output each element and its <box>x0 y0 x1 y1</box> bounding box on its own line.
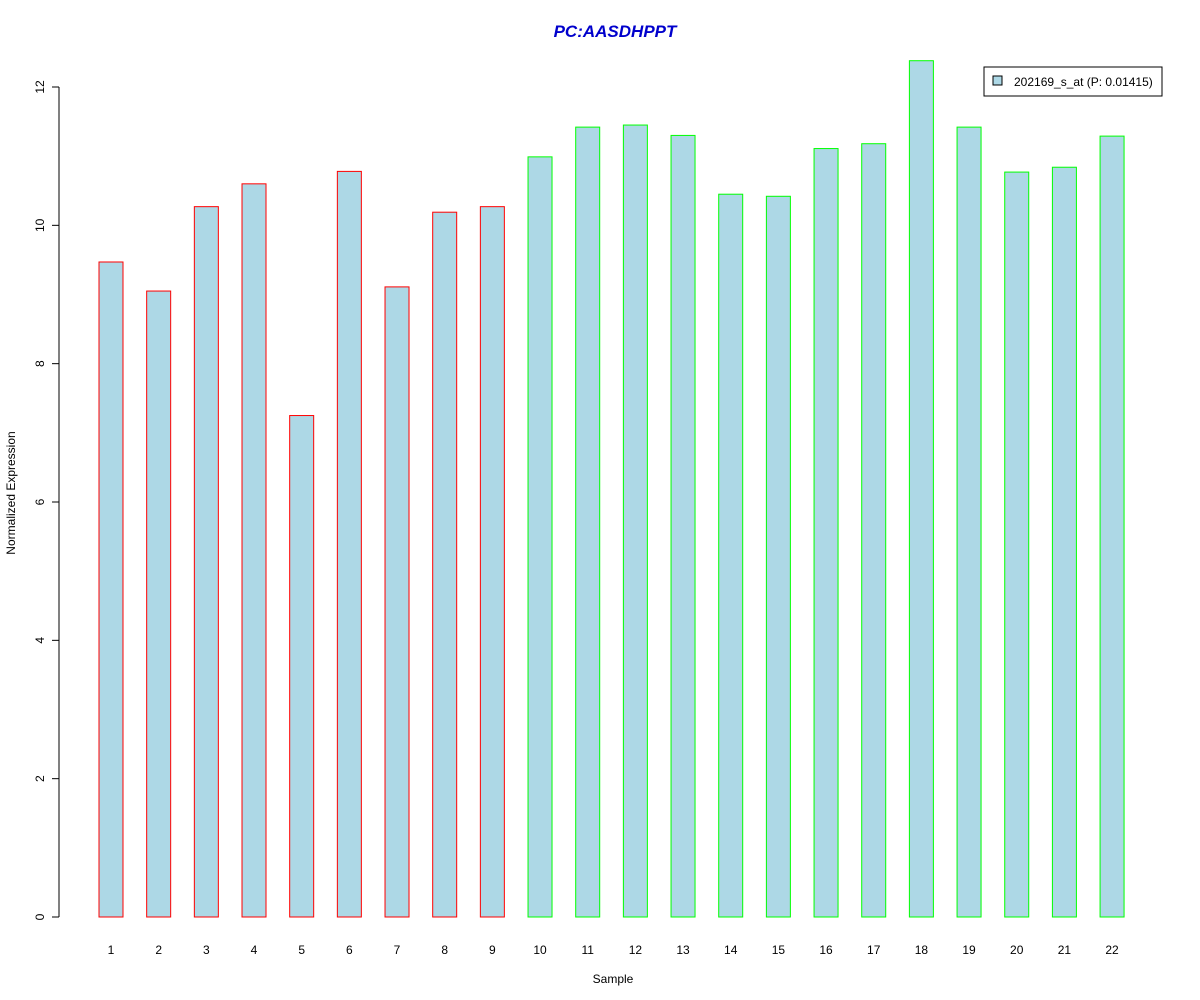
x-tick-label: 19 <box>962 943 976 957</box>
bar-sample-8 <box>432 211 458 918</box>
x-tick-label: 21 <box>1058 943 1072 957</box>
x-tick-label: 12 <box>629 943 643 957</box>
bar-sample-20 <box>1004 171 1030 918</box>
x-tick-label: 17 <box>867 943 881 957</box>
x-tick-label: 13 <box>676 943 690 957</box>
x-tick-labels: 1 2 3 4 5 6 7 8 9 10 11 12 13 14 15 16 17 18 19 20 21 22 <box>108 943 1119 957</box>
y-tick-label: 6 <box>33 498 47 505</box>
y-tick-label: 0 <box>33 913 47 920</box>
x-tick-label: 18 <box>915 943 929 957</box>
bar-sample-16 <box>813 148 839 918</box>
chart-title: PC:AASDHPPT <box>554 22 678 41</box>
bar-sample-12 <box>622 124 648 918</box>
legend-box <box>983 66 1163 97</box>
y-tick-label: 4 <box>33 637 47 644</box>
x-tick-label: 1 <box>108 943 115 957</box>
bars-group <box>98 60 1125 918</box>
x-tick-label: 10 <box>533 943 547 957</box>
bar-sample-21 <box>1051 166 1077 918</box>
legend-label: 202169_s_at (P: 0.01415) <box>1014 75 1153 89</box>
bar-sample-11 <box>575 126 601 918</box>
bar-sample-22 <box>1099 135 1125 918</box>
bar-sample-7 <box>384 286 410 918</box>
x-tick-label: 6 <box>346 943 353 957</box>
x-tick-label: 9 <box>489 943 496 957</box>
y-tick-label: 2 <box>33 775 47 782</box>
y-tick-label: 10 <box>33 218 47 232</box>
bar-sample-9 <box>479 206 505 918</box>
y-axis: 0 2 4 6 8 10 12 <box>33 80 60 920</box>
x-tick-label: 5 <box>298 943 305 957</box>
x-tick-label: 20 <box>1010 943 1024 957</box>
bar-sample-19 <box>956 126 982 918</box>
x-tick-label: 11 <box>581 943 594 957</box>
y-axis-label: Normalized Expression <box>4 431 18 554</box>
x-tick-label: 2 <box>155 943 162 957</box>
bar-sample-10 <box>527 156 553 918</box>
bar-sample-3 <box>193 206 219 918</box>
legend: 202169_s_at (P: 0.01415) <box>983 66 1163 97</box>
x-tick-label: 14 <box>724 943 738 957</box>
x-tick-label: 15 <box>772 943 786 957</box>
bar-sample-15 <box>765 195 791 918</box>
y-tick-label: 12 <box>33 80 47 94</box>
bar-sample-1 <box>98 261 124 918</box>
x-tick-label: 7 <box>394 943 401 957</box>
x-tick-label: 22 <box>1105 943 1119 957</box>
bar-sample-14 <box>718 193 744 918</box>
x-axis-label: Sample <box>593 972 634 986</box>
bar-sample-4 <box>241 183 267 918</box>
legend-swatch <box>992 75 1003 86</box>
bar-sample-5 <box>289 415 315 918</box>
bar-sample-18 <box>908 60 934 918</box>
x-tick-label: 4 <box>251 943 258 957</box>
bar-sample-17 <box>861 143 887 918</box>
x-tick-label: 16 <box>819 943 833 957</box>
bar-sample-13 <box>670 134 696 918</box>
y-tick-label: 8 <box>33 360 47 367</box>
bar-sample-2 <box>146 290 172 918</box>
x-tick-label: 3 <box>203 943 210 957</box>
bar-sample-6 <box>336 170 362 918</box>
x-tick-label: 8 <box>441 943 448 957</box>
